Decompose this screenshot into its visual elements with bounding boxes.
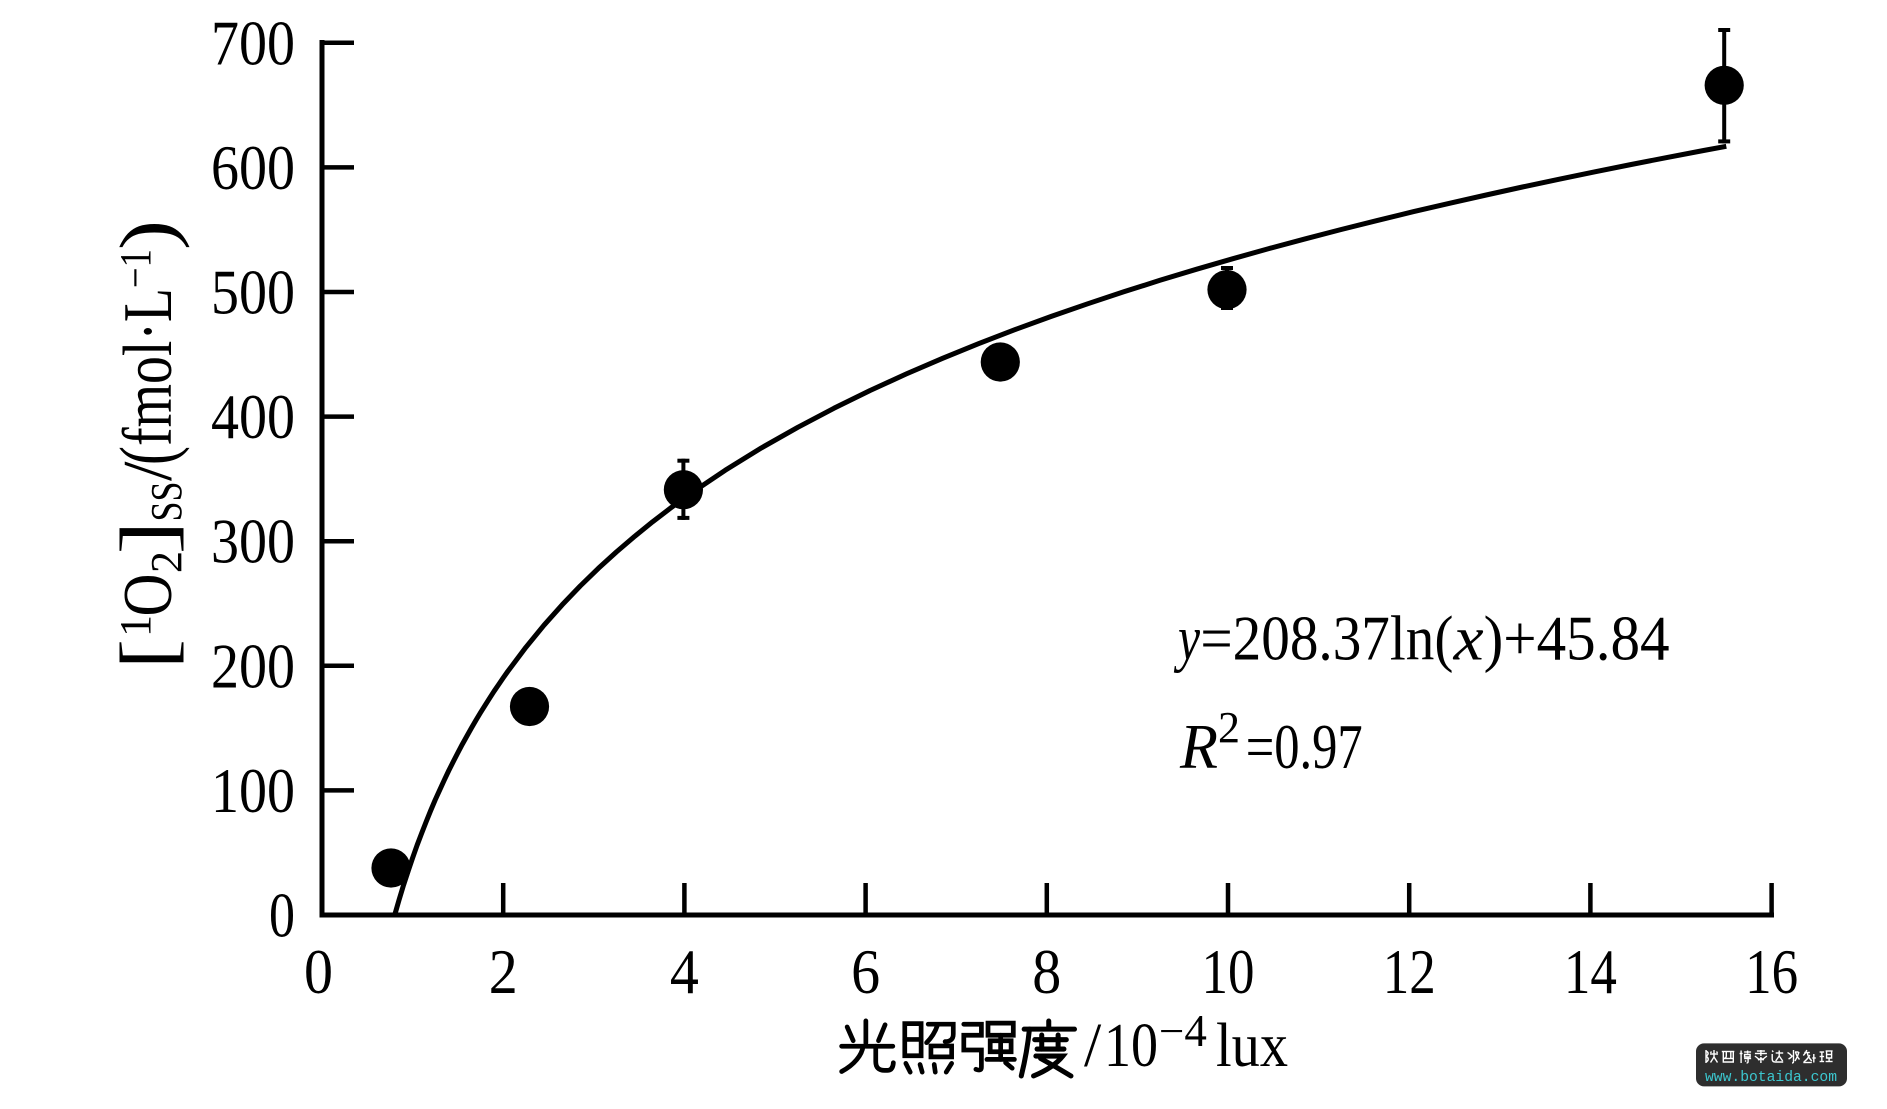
- svg-text:10: 10: [1104, 1012, 1158, 1080]
- svg-text:8: 8: [1032, 937, 1061, 1007]
- svg-text:12: 12: [1383, 937, 1436, 1007]
- svg-text:−4: −4: [1159, 1006, 1207, 1056]
- svg-text:2: 2: [489, 937, 518, 1007]
- svg-text:=208.37ln(: =208.37ln(: [1200, 603, 1453, 674]
- svg-text:fmol·L: fmol·L: [110, 288, 187, 446]
- svg-text:(: (: [104, 446, 190, 465]
- svg-text:200: 200: [211, 631, 295, 701]
- svg-text:=0.97: =0.97: [1246, 711, 1363, 782]
- svg-text:R: R: [1179, 711, 1218, 782]
- svg-text:/: /: [110, 461, 187, 481]
- svg-text:O: O: [110, 574, 187, 617]
- svg-text:/: /: [1084, 1012, 1102, 1080]
- svg-text:300: 300: [211, 507, 295, 577]
- svg-text:y: y: [1173, 603, 1200, 674]
- svg-text:www.botaida.com: www.botaida.com: [1705, 1069, 1837, 1086]
- svg-text:500: 500: [211, 258, 295, 328]
- svg-text:1: 1: [111, 615, 160, 637]
- svg-text:]: ]: [104, 521, 190, 555]
- svg-text:0: 0: [304, 937, 333, 1007]
- svg-text:x: x: [1453, 603, 1484, 674]
- svg-text:4: 4: [670, 937, 699, 1007]
- svg-text:): ): [104, 220, 190, 250]
- svg-text:16: 16: [1745, 937, 1798, 1007]
- svg-text:[: [: [104, 639, 190, 669]
- svg-text:400: 400: [211, 382, 295, 452]
- svg-text:6: 6: [851, 937, 880, 1007]
- svg-text:−1: −1: [111, 249, 160, 288]
- svg-text:600: 600: [211, 133, 295, 203]
- svg-text:)+45.84: )+45.84: [1484, 603, 1670, 674]
- svg-text:0: 0: [269, 881, 295, 951]
- svg-text:14: 14: [1564, 937, 1617, 1007]
- svg-text:10: 10: [1202, 937, 1255, 1007]
- svg-text:2: 2: [1218, 703, 1240, 752]
- svg-text:2: 2: [142, 551, 191, 573]
- svg-text:lux: lux: [1216, 1012, 1288, 1080]
- svg-text:700: 700: [211, 8, 295, 78]
- svg-text:100: 100: [211, 756, 295, 826]
- svg-text:SS: SS: [142, 482, 191, 522]
